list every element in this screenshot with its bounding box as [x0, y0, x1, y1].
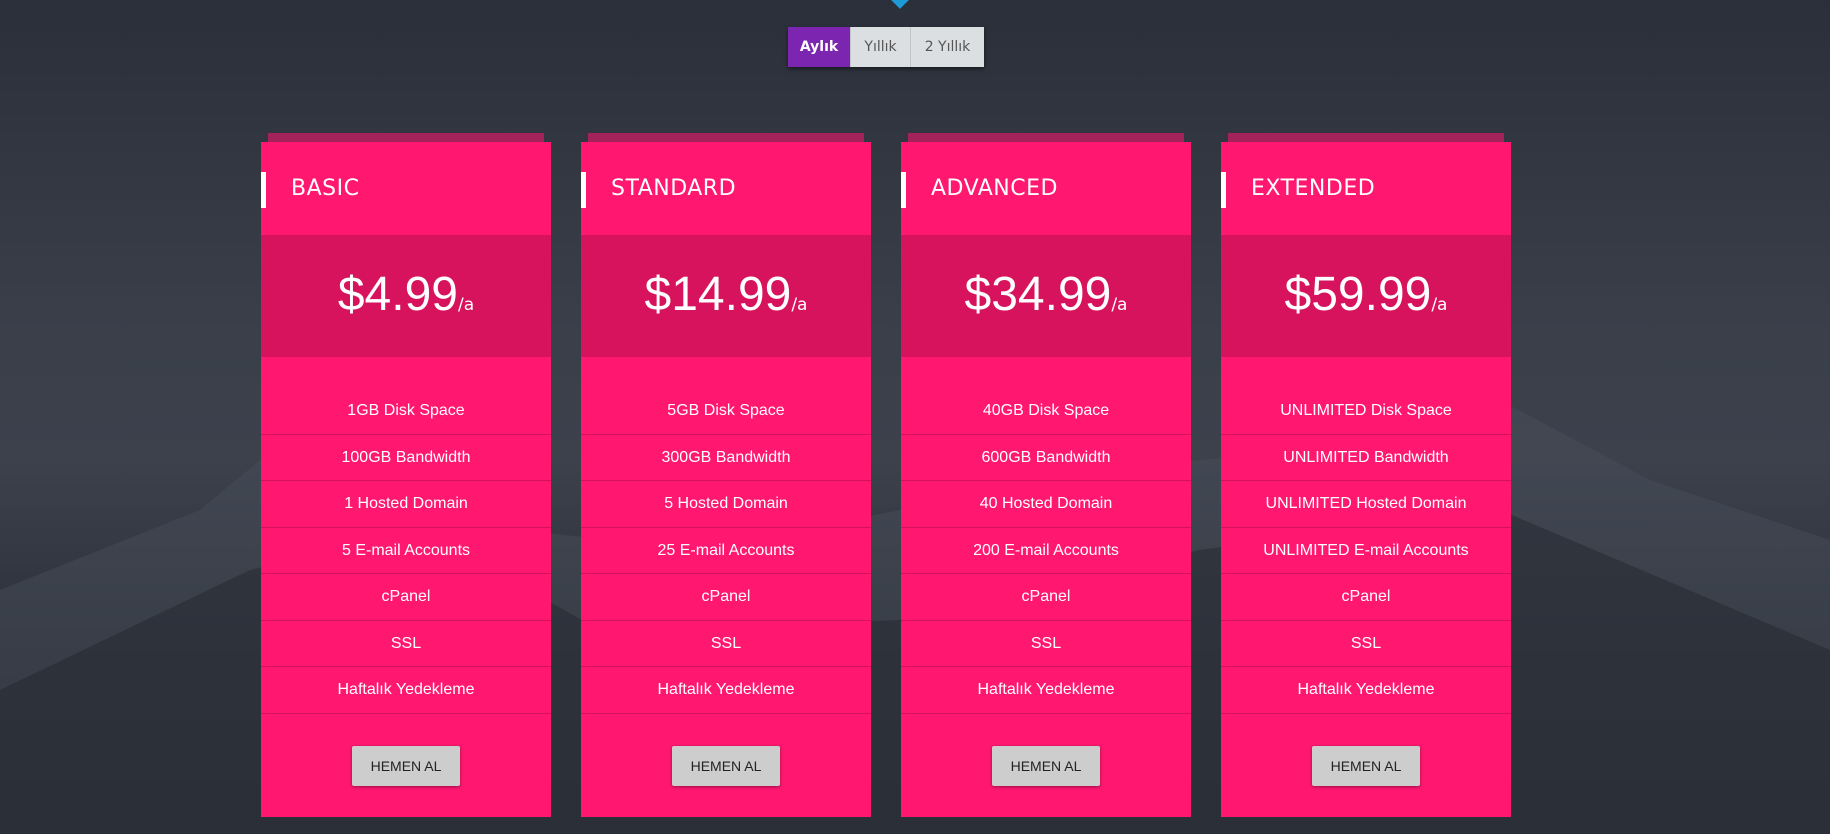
feature-item: SSL [261, 621, 551, 667]
header-accent-bar [1221, 172, 1226, 208]
card-tab-decoration [908, 133, 1184, 142]
card-tab-decoration [588, 133, 864, 142]
feature-item: cPanel [261, 574, 551, 621]
header-accent-bar [901, 172, 906, 208]
section-indicator-arrow [890, 0, 910, 9]
feature-item: 5 Hosted Domain [581, 481, 871, 528]
feature-item: 300GB Bandwidth [581, 435, 871, 481]
feature-list: 1GB Disk Space 100GB Bandwidth 1 Hosted Do… [261, 388, 551, 714]
feature-item: Haftalık Yedekleme [901, 667, 1191, 714]
feature-item: 1GB Disk Space [261, 388, 551, 435]
plan-header: STANDARD [581, 142, 871, 235]
feature-item: 200 E-mail Accounts [901, 528, 1191, 574]
feature-item: SSL [1221, 621, 1511, 667]
feature-list: 40GB Disk Space 600GB Bandwidth 40 Hosted … [901, 388, 1191, 714]
feature-item: 25 E-mail Accounts [581, 528, 871, 574]
header-accent-bar [581, 172, 586, 208]
price-period: /a [1431, 295, 1448, 315]
price-band: $34.99/a [901, 235, 1191, 357]
feature-list: UNLIMITED Disk Space UNLIMITED Bandwidth U… [1221, 388, 1511, 714]
price-band: $59.99/a [1221, 235, 1511, 357]
feature-item: UNLIMITED Disk Space [1221, 388, 1511, 435]
toggle-two-yearly[interactable]: 2 Yıllık [910, 27, 984, 67]
plan-header: ADVANCED [901, 142, 1191, 235]
plan-price: $4.99 [337, 268, 458, 321]
buy-now-button[interactable]: HEMEN AL [352, 746, 460, 786]
plan-price: $59.99 [1284, 268, 1432, 321]
feature-item: 40 Hosted Domain [901, 481, 1191, 528]
feature-item: UNLIMITED Hosted Domain [1221, 481, 1511, 528]
feature-item: Haftalık Yedekleme [261, 667, 551, 714]
header-accent-bar [261, 172, 266, 208]
feature-item: 600GB Bandwidth [901, 435, 1191, 481]
plan-name: ADVANCED [931, 176, 1058, 201]
feature-item: 100GB Bandwidth [261, 435, 551, 481]
feature-item: 5GB Disk Space [581, 388, 871, 435]
toggle-yearly[interactable]: Yıllık [850, 27, 910, 67]
card-tab-decoration [1228, 133, 1504, 142]
pricing-card-basic: BASIC $4.99/a 1GB Disk Space 100GB Bandwi… [261, 133, 551, 817]
plan-name: STANDARD [611, 176, 737, 201]
plan-price: $34.99 [964, 268, 1112, 321]
feature-item: Haftalık Yedekleme [1221, 667, 1511, 714]
pricing-card-advanced: ADVANCED $34.99/a 40GB Disk Space 600GB B… [901, 133, 1191, 817]
plan-name: EXTENDED [1251, 176, 1376, 201]
pricing-card-standard: STANDARD $14.99/a 5GB Disk Space 300GB Ba… [581, 133, 871, 817]
feature-item: SSL [901, 621, 1191, 667]
buy-now-button[interactable]: HEMEN AL [672, 746, 780, 786]
feature-item: cPanel [1221, 574, 1511, 621]
feature-item: 40GB Disk Space [901, 388, 1191, 435]
feature-item: UNLIMITED E-mail Accounts [1221, 528, 1511, 574]
price-period: /a [791, 295, 808, 315]
toggle-monthly[interactable]: Aylık [788, 27, 850, 67]
price-period: /a [1111, 295, 1128, 315]
feature-item: 1 Hosted Domain [261, 481, 551, 528]
plan-header: EXTENDED [1221, 142, 1511, 235]
feature-list: 5GB Disk Space 300GB Bandwidth 5 Hosted Do… [581, 388, 871, 714]
feature-item: UNLIMITED Bandwidth [1221, 435, 1511, 481]
pricing-card-extended: EXTENDED $59.99/a UNLIMITED Disk Space UN… [1221, 133, 1511, 817]
price-band: $14.99/a [581, 235, 871, 357]
card-tab-decoration [268, 133, 544, 142]
plan-price: $14.99 [644, 268, 792, 321]
buy-now-button[interactable]: HEMEN AL [1312, 746, 1420, 786]
feature-item: cPanel [581, 574, 871, 621]
feature-item: 5 E-mail Accounts [261, 528, 551, 574]
price-period: /a [457, 295, 475, 315]
feature-item: SSL [581, 621, 871, 667]
billing-period-toggle: Aylık Yıllık 2 Yıllık [788, 27, 984, 67]
plan-header: BASIC [261, 142, 551, 235]
price-band: $4.99/a [261, 235, 551, 357]
feature-item: Haftalık Yedekleme [581, 667, 871, 714]
plan-name: BASIC [291, 176, 360, 201]
buy-now-button[interactable]: HEMEN AL [992, 746, 1100, 786]
feature-item: cPanel [901, 574, 1191, 621]
